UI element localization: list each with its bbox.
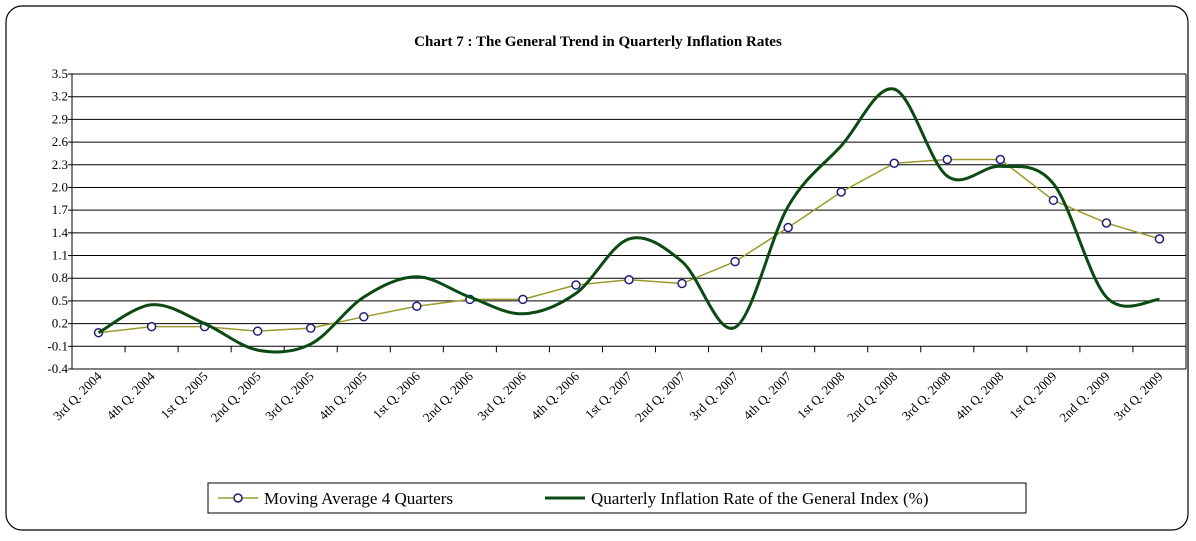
legend-label: Quarterly Inflation Rate of the General … <box>591 489 929 508</box>
y-tick-label: 0.2 <box>52 316 68 331</box>
legend-marker <box>233 493 243 503</box>
data-point <box>942 154 953 165</box>
y-tick-label: 2.6 <box>52 134 69 149</box>
y-tick-label: 2.9 <box>52 111 68 126</box>
chart-border <box>5 5 1189 531</box>
y-tick-label: 0.5 <box>52 293 68 308</box>
y-tick-label: 2.0 <box>52 179 68 194</box>
data-point <box>1101 218 1112 228</box>
y-tick-label: 3.5 <box>52 66 68 81</box>
y-tick-label: 1.1 <box>52 248 68 263</box>
y-tick-label: 3.2 <box>52 89 68 104</box>
y-tick-label: 1.7 <box>52 202 69 217</box>
legend-box <box>207 482 1027 514</box>
data-point <box>359 312 369 322</box>
data-point <box>252 326 263 336</box>
y-tick-label: 2.3 <box>52 157 68 172</box>
data-point <box>305 323 316 333</box>
data-point <box>571 280 581 290</box>
series-line <box>97 87 1160 354</box>
chart-title: Chart 7 : The General Trend in Quarterly… <box>414 34 782 50</box>
y-tick-label: -0.4 <box>47 361 68 376</box>
data-point <box>889 158 899 169</box>
data-point <box>1048 195 1059 206</box>
data-point <box>624 274 634 285</box>
y-tick-label: 0.8 <box>52 270 68 285</box>
data-point <box>1154 234 1165 244</box>
y-tick-label: -0.1 <box>47 338 68 353</box>
data-point <box>730 256 740 267</box>
y-tick-label: 1.4 <box>52 225 69 240</box>
legend-label: Moving Average 4 Quarters <box>264 489 453 508</box>
data-point <box>412 301 422 311</box>
data-point <box>836 187 846 197</box>
data-point <box>677 278 687 289</box>
data-point <box>783 222 793 233</box>
data-point <box>146 321 157 332</box>
data-point <box>995 154 1006 165</box>
data-point <box>518 294 528 305</box>
